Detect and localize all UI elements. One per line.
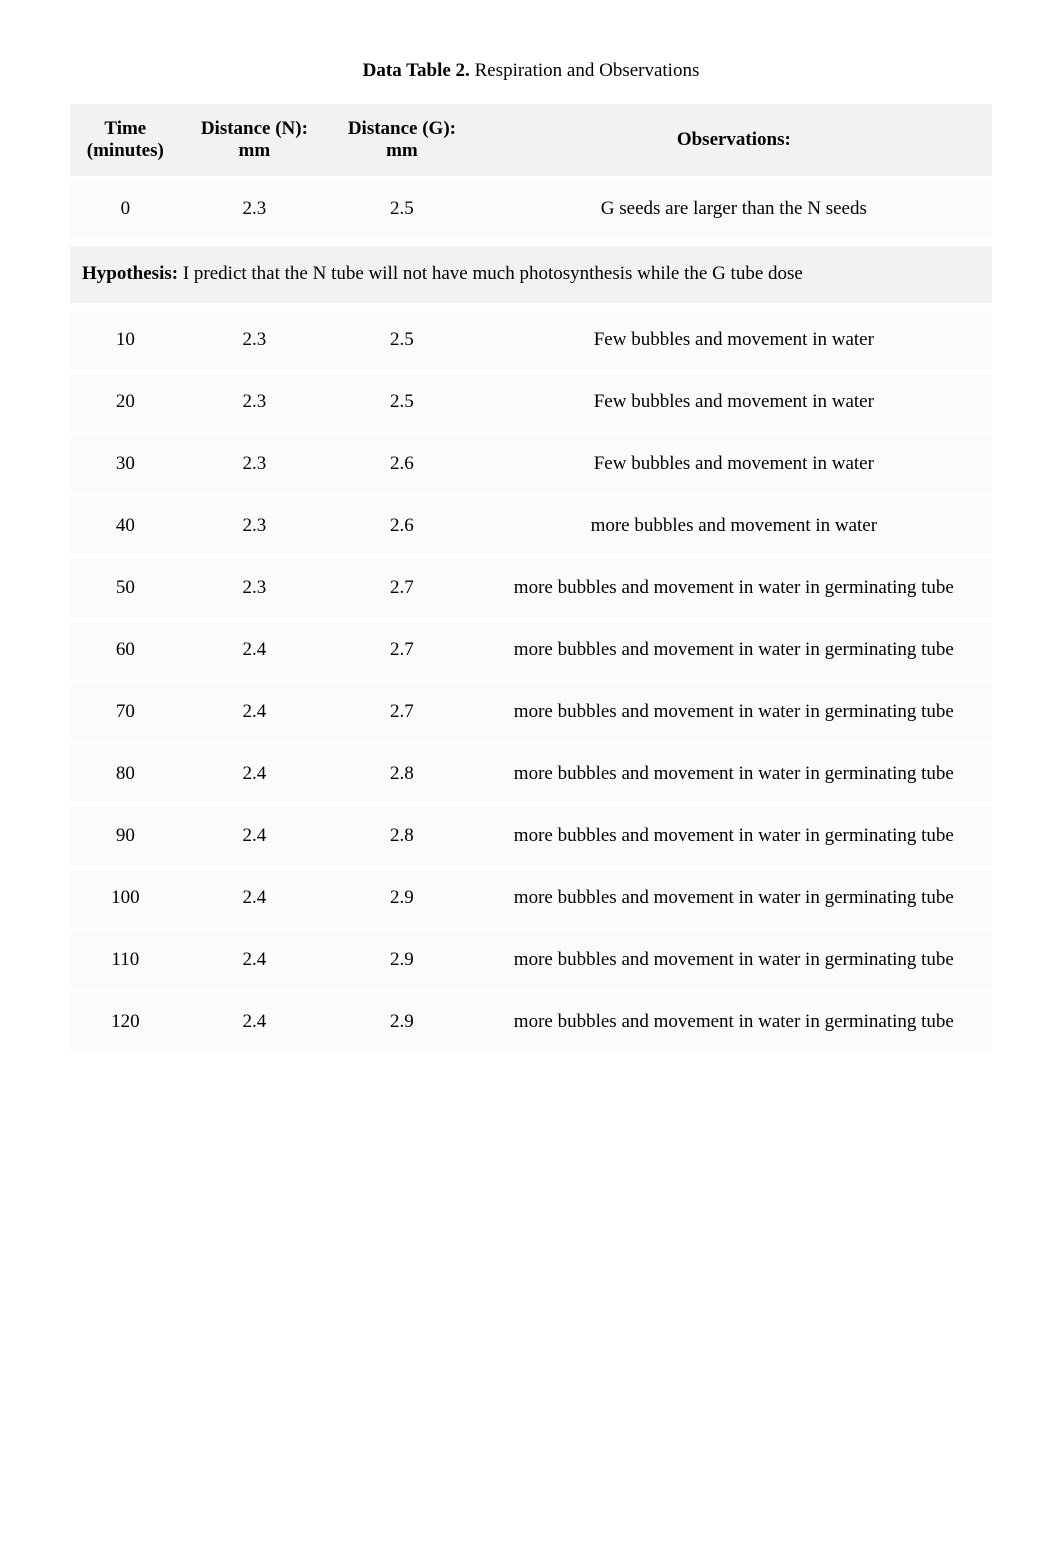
cell-dn: 2.3: [181, 497, 329, 555]
header-row: Time (minutes) Distance (N): mm Distance…: [70, 104, 992, 176]
cell-time: 10: [70, 311, 181, 369]
cell-time: 100: [70, 869, 181, 927]
cell-dn: 2.3: [181, 311, 329, 369]
cell-dg: 2.9: [328, 993, 476, 1051]
cell-time: 80: [70, 745, 181, 803]
cell-dg: 2.5: [328, 311, 476, 369]
cell-dg: 2.6: [328, 497, 476, 555]
cell-dn: 2.3: [181, 373, 329, 431]
cell-obs: more bubbles and movement in water in ge…: [476, 621, 992, 679]
cell-dn: 2.3: [181, 435, 329, 493]
header-distance-g: Distance (G): mm: [328, 104, 476, 176]
cell-dg: 2.5: [328, 180, 476, 238]
cell-time: 110: [70, 931, 181, 989]
data-table-continued: 102.32.5Few bubbles and movement in wate…: [70, 307, 992, 1055]
cell-obs: more bubbles and movement in water in ge…: [476, 869, 992, 927]
header-distance-n: Distance (N): mm: [181, 104, 329, 176]
cell-obs: more bubbles and movement in water in ge…: [476, 559, 992, 617]
cell-obs: more bubbles and movement in water: [476, 497, 992, 555]
cell-time: 90: [70, 807, 181, 865]
cell-dn: 2.4: [181, 745, 329, 803]
cell-dn: 2.3: [181, 559, 329, 617]
cell-time: 30: [70, 435, 181, 493]
table-row: 202.32.5Few bubbles and movement in wate…: [70, 373, 992, 431]
data-table: Time (minutes) Distance (N): mm Distance…: [70, 100, 992, 242]
cell-dg: 2.8: [328, 807, 476, 865]
cell-time: 70: [70, 683, 181, 741]
cell-dg: 2.7: [328, 621, 476, 679]
table-row: 1102.42.9more bubbles and movement in wa…: [70, 931, 992, 989]
cell-obs: G seeds are larger than the N seeds: [476, 180, 992, 238]
caption-text: Respiration and Observations: [470, 60, 700, 81]
cell-dn: 2.4: [181, 621, 329, 679]
cell-obs: Few bubbles and movement in water: [476, 435, 992, 493]
table-row: 402.32.6more bubbles and movement in wat…: [70, 497, 992, 555]
cell-time: 60: [70, 621, 181, 679]
hypothesis-block: Hypothesis: I predict that the N tube wi…: [70, 246, 992, 303]
cell-time: 40: [70, 497, 181, 555]
table-row: 502.32.7more bubbles and movement in wat…: [70, 559, 992, 617]
cell-dg: 2.7: [328, 559, 476, 617]
table-row: 802.42.8more bubbles and movement in wat…: [70, 745, 992, 803]
table-row: 02.32.5G seeds are larger than the N see…: [70, 180, 992, 238]
cell-dg: 2.6: [328, 435, 476, 493]
cell-obs: Few bubbles and movement in water: [476, 311, 992, 369]
table-caption: Data Table 2. Respiration and Observatio…: [70, 60, 992, 82]
table-row: 702.42.7more bubbles and movement in wat…: [70, 683, 992, 741]
cell-time: 120: [70, 993, 181, 1051]
cell-obs: Few bubbles and movement in water: [476, 373, 992, 431]
header-time: Time (minutes): [70, 104, 181, 176]
cell-time: 0: [70, 180, 181, 238]
hypothesis-label: Hypothesis:: [82, 263, 178, 284]
table-row: 1202.42.9more bubbles and movement in wa…: [70, 993, 992, 1051]
cell-dg: 2.7: [328, 683, 476, 741]
cell-time: 20: [70, 373, 181, 431]
cell-dg: 2.5: [328, 373, 476, 431]
cell-obs: more bubbles and movement in water in ge…: [476, 807, 992, 865]
cell-dg: 2.8: [328, 745, 476, 803]
cell-dn: 2.3: [181, 180, 329, 238]
table-row: 602.42.7more bubbles and movement in wat…: [70, 621, 992, 679]
cell-obs: more bubbles and movement in water in ge…: [476, 683, 992, 741]
cell-dn: 2.4: [181, 683, 329, 741]
hypothesis-text: I predict that the N tube will not have …: [178, 263, 803, 284]
cell-dn: 2.4: [181, 807, 329, 865]
table-row: 1002.42.9more bubbles and movement in wa…: [70, 869, 992, 927]
table-row: 102.32.5Few bubbles and movement in wate…: [70, 311, 992, 369]
cell-dn: 2.4: [181, 931, 329, 989]
cell-time: 50: [70, 559, 181, 617]
cell-obs: more bubbles and movement in water in ge…: [476, 931, 992, 989]
caption-label: Data Table 2.: [363, 60, 470, 81]
table-row: 902.42.8more bubbles and movement in wat…: [70, 807, 992, 865]
cell-dg: 2.9: [328, 931, 476, 989]
header-observations: Observations:: [476, 104, 992, 176]
cell-dn: 2.4: [181, 869, 329, 927]
cell-dn: 2.4: [181, 993, 329, 1051]
cell-dg: 2.9: [328, 869, 476, 927]
cell-obs: more bubbles and movement in water in ge…: [476, 745, 992, 803]
cell-obs: more bubbles and movement in water in ge…: [476, 993, 992, 1051]
table-row: 302.32.6Few bubbles and movement in wate…: [70, 435, 992, 493]
